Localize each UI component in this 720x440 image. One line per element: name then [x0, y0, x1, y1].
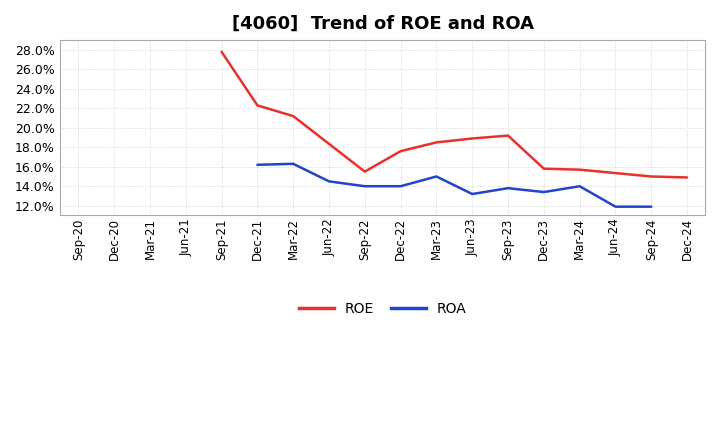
Legend: ROE, ROA: ROE, ROA — [294, 296, 472, 321]
Title: [4060]  Trend of ROE and ROA: [4060] Trend of ROE and ROA — [232, 15, 534, 33]
